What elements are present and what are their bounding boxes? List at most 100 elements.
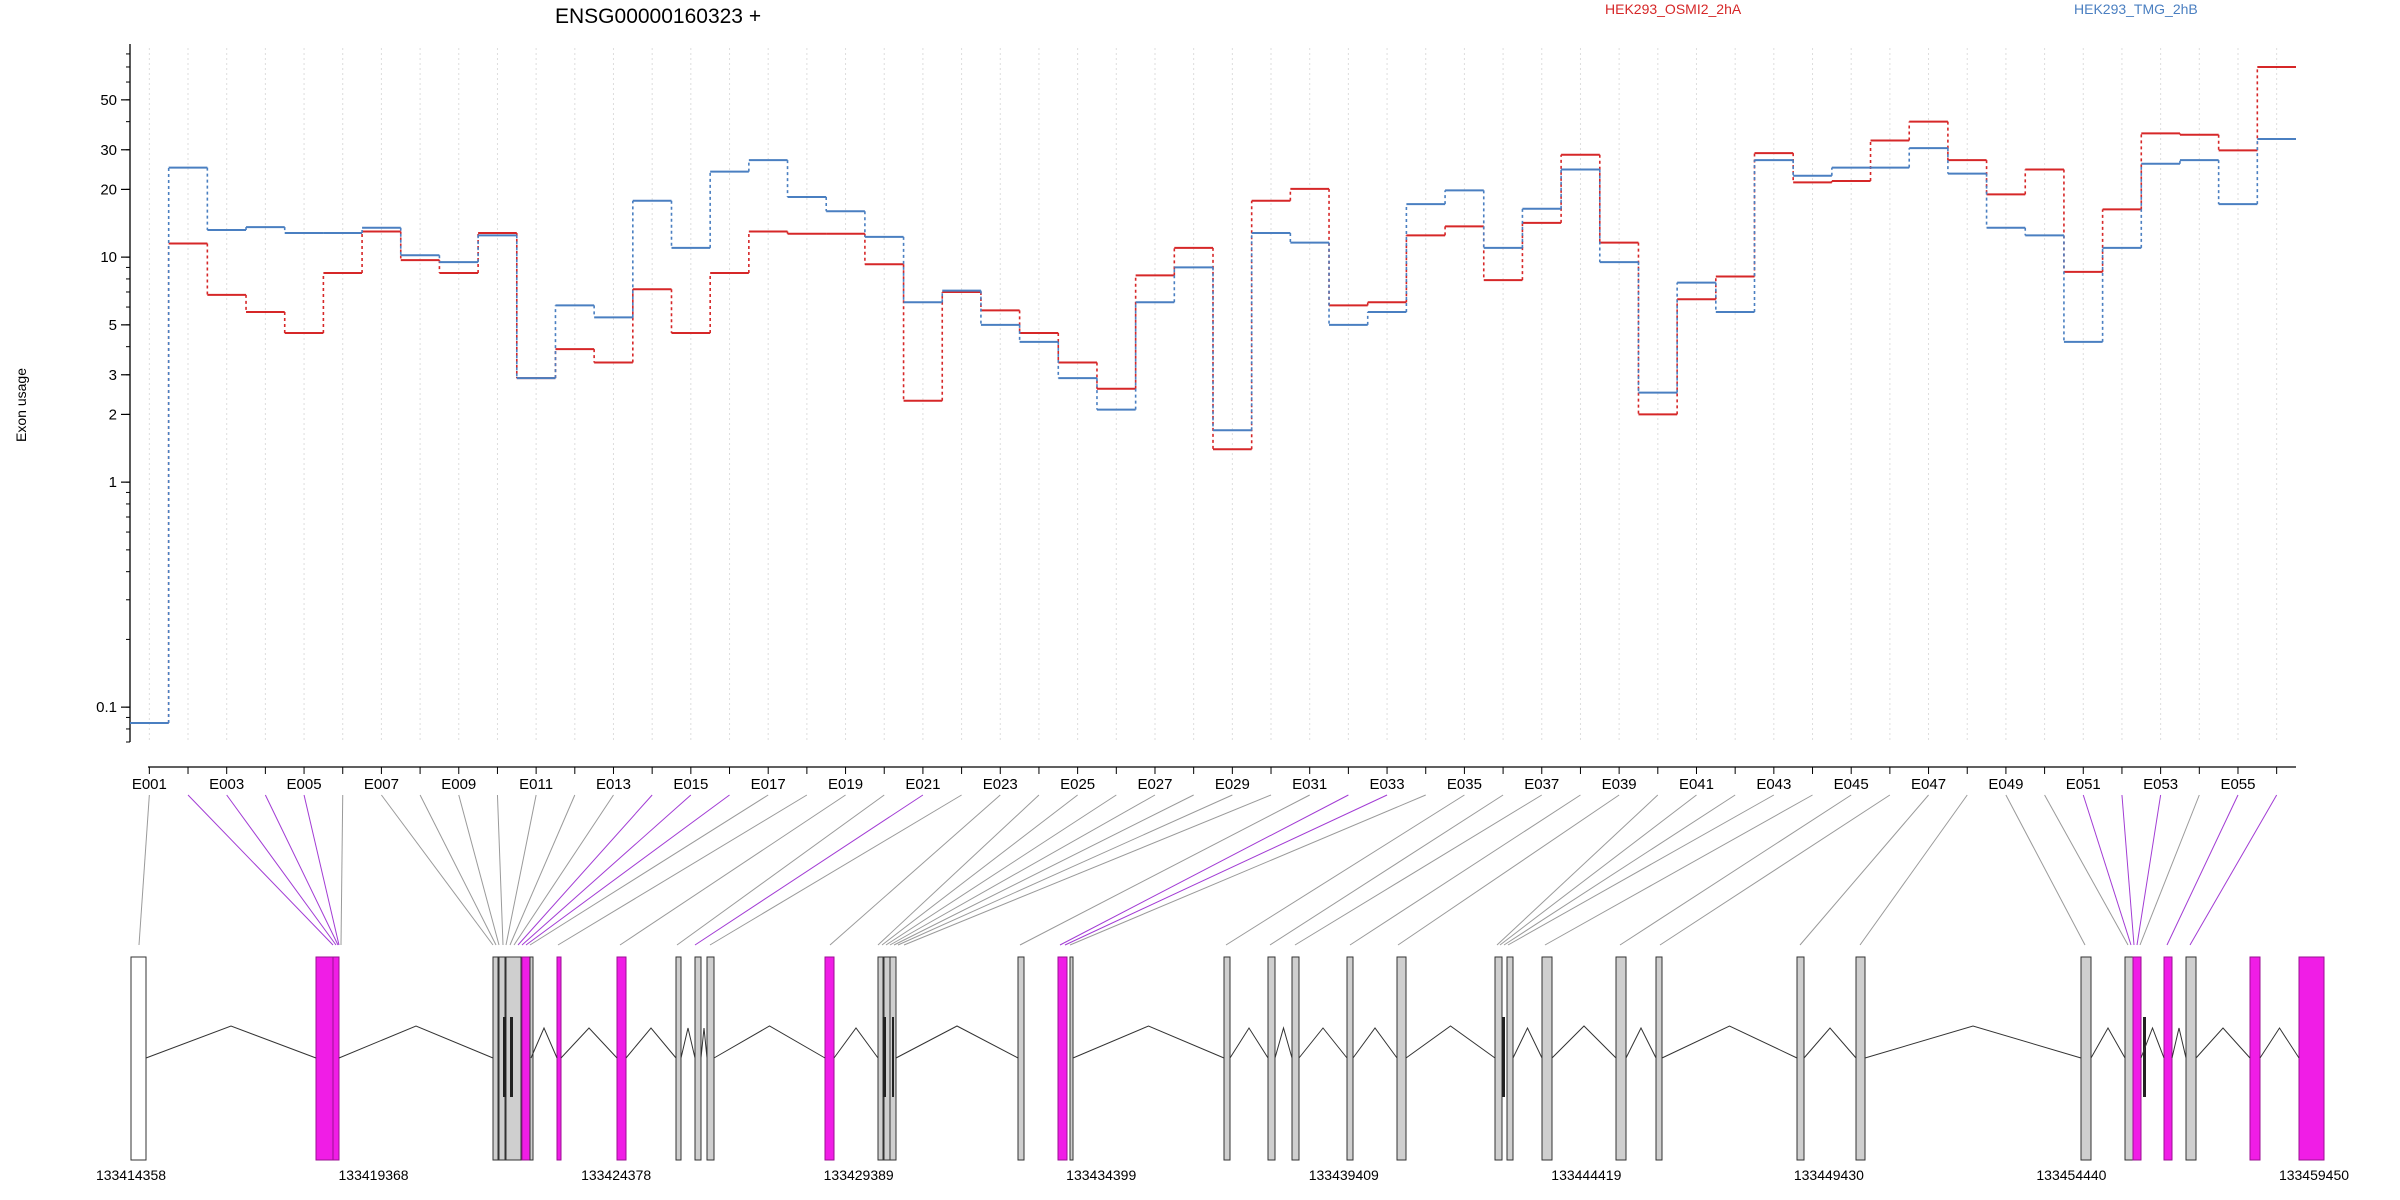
exon-connector <box>458 794 500 946</box>
intron-line <box>1405 1025 1496 1059</box>
y-tick-label: 30 <box>100 142 117 159</box>
exon-box <box>1855 956 1866 1161</box>
coordinate-label: 133424378 <box>581 1167 651 1183</box>
intron-line <box>1298 1027 1348 1059</box>
exon-box <box>1796 956 1805 1161</box>
exon-box <box>1267 956 1276 1161</box>
exon-connector <box>885 794 1117 946</box>
intron-line <box>833 1027 879 1059</box>
exon-box <box>1069 956 1074 1161</box>
intron-line <box>1274 1026 1293 1059</box>
exon-connector <box>138 794 150 946</box>
exon-box <box>1346 956 1354 1161</box>
exon-marker <box>1502 1017 1505 1097</box>
exon-connector <box>1397 794 1620 946</box>
genomic-coordinates: 133414358 133419368 133424378 133429389 1334… <box>96 1167 2349 1183</box>
x-tick-label: E053 <box>2143 776 2178 793</box>
exon-connector <box>419 794 497 946</box>
exon-box <box>1615 956 1627 1161</box>
exon-connector <box>1269 794 1504 946</box>
x-tick-label: E039 <box>1602 776 1637 793</box>
legend-osmi-label: HEK293_OSMI2_2hA <box>1605 1 1742 17</box>
intron-line <box>560 1027 618 1059</box>
exon-connector <box>340 794 344 946</box>
exon-connector <box>2136 794 2162 946</box>
exon-connectors <box>138 794 2278 946</box>
x-tick-label: E045 <box>1834 776 1869 793</box>
series-lines <box>130 65 2296 725</box>
y-tick-label: 1 <box>109 474 117 491</box>
x-tick-label: E023 <box>983 776 1018 793</box>
exon-connector <box>1799 794 1929 946</box>
exon-box <box>130 956 147 1161</box>
exon-box <box>675 956 682 1161</box>
series-tmg <box>130 137 2296 725</box>
x-axis: E001 E003 E005 E007 E009 E011 E013 E015 E017 E019… <box>132 766 2296 793</box>
x-tick-label: E035 <box>1447 776 1482 793</box>
exon-connector <box>877 794 1040 946</box>
exon-marker <box>503 1017 506 1097</box>
chart-title: ENSG00000160323 + <box>555 5 761 28</box>
exon-connector <box>521 794 692 946</box>
alternative-exon <box>616 956 627 1161</box>
x-tick-label: E011 <box>519 776 553 793</box>
x-tick-label: E055 <box>2220 776 2255 793</box>
exon-box <box>1506 956 1514 1161</box>
exon-connector <box>509 794 576 946</box>
coordinate-label: 133439409 <box>1309 1167 1379 1183</box>
intron-line <box>2259 1027 2300 1059</box>
exon-box <box>1541 956 1553 1161</box>
exon-connector <box>1496 794 1659 946</box>
coordinate-label: 133429389 <box>824 1167 894 1183</box>
x-tick-label: E051 <box>2066 776 2101 793</box>
exon-box <box>1396 956 1407 1161</box>
exon-marker <box>510 1017 513 1097</box>
exon-connector <box>529 794 769 946</box>
x-tick-label: E047 <box>1911 776 1946 793</box>
exon-connector <box>2139 794 2200 946</box>
coordinate-label: 133419368 <box>339 1167 409 1183</box>
exon-connector <box>1019 794 1310 946</box>
exon-connector <box>226 794 337 946</box>
coordinate-label: 133454440 <box>2036 1167 2106 1183</box>
x-tick-label: E029 <box>1215 776 1250 793</box>
exon-box <box>492 956 499 1161</box>
exon-connector <box>496 794 504 946</box>
exon-connector <box>1859 794 1968 946</box>
intron-line <box>2195 1027 2251 1059</box>
intron-line <box>895 1025 1019 1059</box>
x-tick-label: E025 <box>1060 776 1095 793</box>
alternative-exon <box>2163 956 2173 1161</box>
exon-connector <box>1619 794 1852 946</box>
x-tick-label: E037 <box>1524 776 1559 793</box>
x-tick-label: E033 <box>1370 776 1405 793</box>
y-tick-label: 3 <box>109 367 117 384</box>
exon-connector <box>709 794 962 946</box>
exon-connector <box>893 794 1194 946</box>
intron-line <box>530 1026 558 1059</box>
intron-line <box>1072 1025 1225 1059</box>
exon-connector <box>897 794 1233 946</box>
exon-connector <box>903 794 1272 946</box>
intron-line <box>145 1025 317 1059</box>
y-tick-label: 2 <box>109 406 117 423</box>
exon-connector <box>1069 794 1426 946</box>
exon-connector <box>1225 794 1465 946</box>
intron-line <box>2140 1026 2165 1059</box>
intron-line <box>1661 1025 1798 1059</box>
x-tick-label: E041 <box>1679 776 1714 793</box>
x-tick-label: E005 <box>287 776 322 793</box>
coordinate-label: 133444419 <box>1551 1167 1621 1183</box>
vertical-gridlines <box>148 48 2278 742</box>
exon-connector <box>1499 794 1697 946</box>
exon-connector <box>2005 794 2086 946</box>
exon-connector <box>557 794 808 946</box>
exon-connector <box>1064 794 1388 946</box>
exon-connector <box>525 794 730 946</box>
coordinate-label: 133414358 <box>96 1167 166 1183</box>
intron-line <box>680 1027 696 1059</box>
intron-line <box>700 1027 708 1059</box>
series-osmi <box>130 65 2296 725</box>
exon-connector <box>1659 794 1891 946</box>
